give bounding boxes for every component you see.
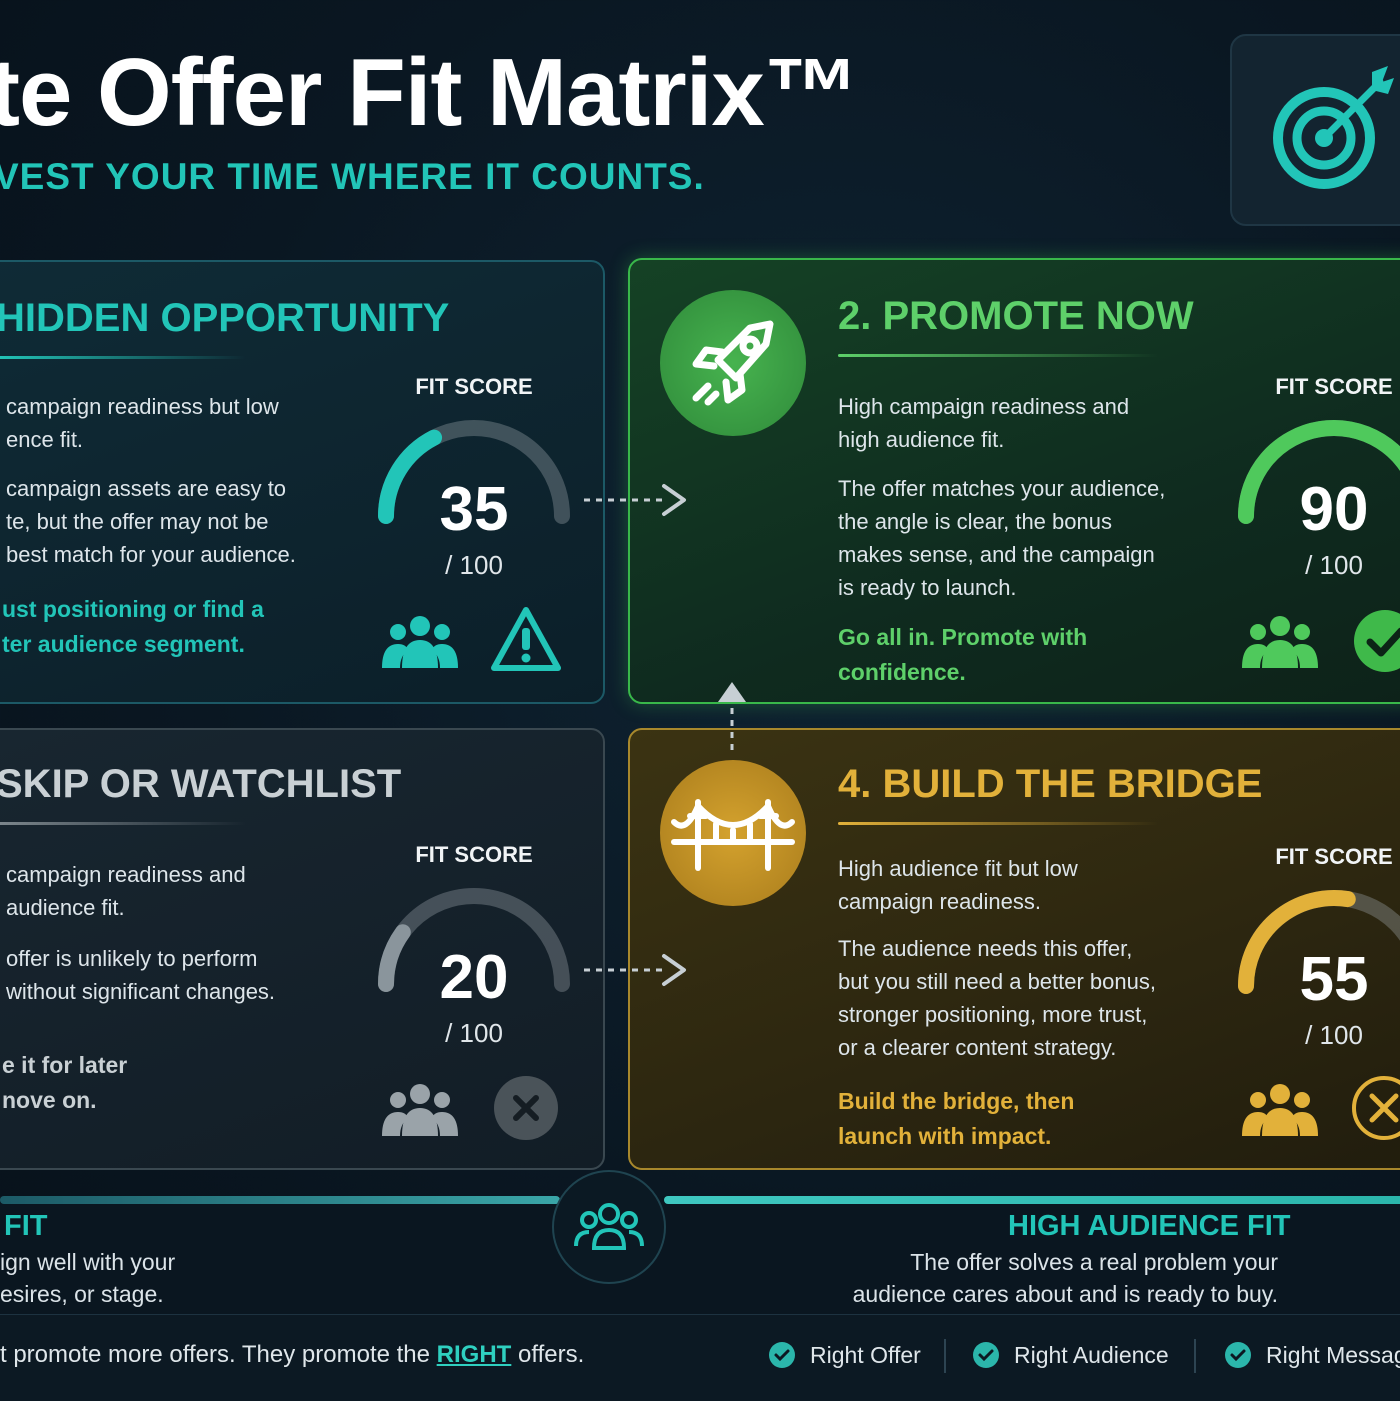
check-item-right-audience: Right Audience	[972, 1341, 1169, 1369]
footer-tagline: t promote more offers. They promote the …	[0, 1341, 585, 1368]
fit-score-label: FIT SCORE	[415, 842, 533, 867]
bridge-icon	[671, 799, 795, 871]
axis-right-description: The offer solves a real problem your audi…	[852, 1249, 1278, 1307]
description-1: campaign readiness and audience fit.	[6, 862, 246, 920]
title-underline	[838, 822, 1158, 825]
axis-line-left	[0, 1196, 560, 1204]
call-to-action: Build the bridge, then launch with impact…	[838, 1088, 1075, 1149]
title-underline	[838, 354, 1158, 357]
fit-score-label: FIT SCORE	[415, 374, 533, 399]
rocket-badge	[660, 290, 806, 436]
close-icon	[513, 1095, 539, 1121]
fit-score-value: 20	[439, 943, 509, 1012]
rocket-icon	[692, 320, 774, 406]
call-to-action: e it for later nove on.	[2, 1052, 128, 1113]
check-item-right-message: Right Messag	[1224, 1341, 1400, 1369]
logo-box	[1230, 34, 1400, 226]
fit-score-value: 90	[1299, 475, 1369, 544]
quadrant-hidden-opportunity: HIDDEN OPPORTUNITY campaign readiness bu…	[0, 260, 605, 704]
quadrant-title: SKIP OR WATCHLIST	[0, 762, 402, 806]
audience-fit-axis	[0, 1196, 1400, 1314]
warning-icon	[491, 607, 561, 671]
fit-score-gauge	[378, 888, 570, 992]
check-icon	[1366, 627, 1400, 657]
footer-bar: t promote more offers. They promote the …	[0, 1314, 1400, 1401]
title-underline	[0, 822, 246, 825]
divider	[944, 1339, 946, 1373]
fit-score-denominator: / 100	[445, 550, 503, 580]
audience-icon	[382, 1084, 458, 1136]
page-title: te Offer Fit Matrix™	[0, 39, 860, 146]
axis-line-right	[664, 1196, 1400, 1204]
axis-audience-badge	[552, 1170, 666, 1284]
check-badge	[1354, 610, 1400, 672]
quadrant-promote-now: 2. PROMOTE NOW High campaign readiness a…	[628, 258, 1400, 704]
divider	[1194, 1339, 1196, 1373]
audience-icon	[1242, 1084, 1318, 1136]
fit-score-denominator: / 100	[1305, 550, 1363, 580]
description-1: High audience fit but low campaign readin…	[838, 856, 1078, 914]
title-underline	[0, 356, 246, 359]
check-circle-icon	[973, 1342, 999, 1368]
call-to-action: Go all in. Promote with confidence.	[838, 624, 1088, 685]
description-2: campaign assets are easy to te, but the o…	[6, 476, 296, 567]
description-2: The offer matches your audience, the angl…	[838, 476, 1166, 600]
tools-badge	[1352, 1076, 1400, 1140]
fit-score-value: 35	[439, 475, 509, 544]
target-arrow-icon	[1273, 66, 1394, 189]
fit-score-label: FIT SCORE	[1275, 844, 1393, 869]
axis-right-label: HIGH AUDIENCE FIT	[1008, 1210, 1291, 1242]
quadrant-title: 4. BUILD THE BRIDGE	[838, 762, 1263, 806]
fit-score-gauge	[1238, 890, 1400, 994]
audience-icon	[1242, 616, 1318, 668]
axis-left-label: FIT	[4, 1210, 48, 1242]
description-1: High campaign readiness and high audience…	[838, 394, 1130, 452]
axis-left-description: ign well with your esires, or stage.	[0, 1249, 176, 1307]
gauge-fill	[378, 924, 411, 992]
fit-score-label: FIT SCORE	[1275, 374, 1393, 399]
close-badge	[494, 1076, 558, 1140]
call-to-action: ust positioning or find a ter audience se…	[2, 596, 264, 657]
quadrant-build-the-bridge: 4. BUILD THE BRIDGE High audience fit bu…	[628, 728, 1400, 1170]
page-subtitle: VEST YOUR TIME WHERE IT COUNTS.	[0, 156, 705, 197]
audience-outline-icon	[574, 1203, 644, 1250]
arrow-right-top	[584, 484, 686, 516]
description-2: The audience needs this offer, but you st…	[838, 936, 1156, 1060]
fit-score-denominator: / 100	[1305, 1020, 1363, 1050]
check-item-right-offer: Right Offer	[768, 1341, 921, 1369]
bridge-badge	[660, 760, 806, 906]
arrow-right-bottom	[584, 954, 686, 986]
check-circle-icon	[769, 1342, 795, 1368]
quadrant-title: 2. PROMOTE NOW	[838, 294, 1194, 338]
fit-score-value: 55	[1299, 945, 1369, 1014]
tools-icon	[1369, 1093, 1399, 1123]
gauge-fill	[378, 429, 443, 524]
check-circle-icon	[1225, 1342, 1251, 1368]
gauge-fill	[1238, 890, 1356, 994]
quadrant-title: HIDDEN OPPORTUNITY	[0, 296, 450, 340]
fit-score-gauge	[378, 420, 570, 524]
audience-icon	[382, 616, 458, 668]
description-2: offer is unlikely to perform without sign…	[6, 946, 276, 1004]
arrow-up-center	[718, 682, 746, 750]
quadrant-skip-or-watchlist: SKIP OR WATCHLIST campaign readiness and…	[0, 728, 605, 1170]
fit-score-denominator: / 100	[445, 1018, 503, 1048]
description-1: campaign readiness but low ence fit.	[6, 394, 279, 452]
